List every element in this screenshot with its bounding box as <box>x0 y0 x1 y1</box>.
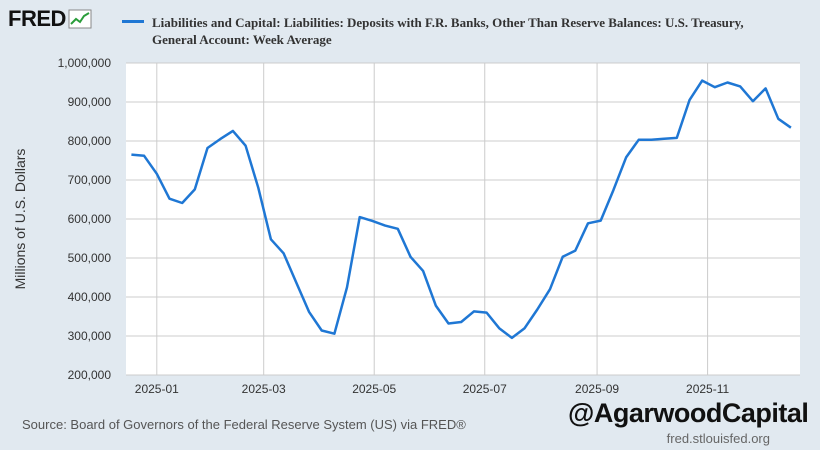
fred-logo-text: FRED <box>8 6 66 31</box>
y-tick-label: 500,000 <box>68 251 112 265</box>
x-tick-label: 2025-11 <box>686 382 729 396</box>
legend-line-1: Liabilities and Capital: Liabilities: De… <box>152 15 744 30</box>
x-axis-ticks: 2025-01 2025-03 2025-05 2025-07 2025-09 2025-… <box>135 382 730 396</box>
y-tick-label: 300,000 <box>68 329 112 343</box>
x-tick-label: 2025-03 <box>242 382 286 396</box>
legend-series-label: Liabilities and Capital: Liabilities: De… <box>152 14 812 48</box>
line-graph-icon <box>68 9 92 29</box>
x-tick-label: 2025-09 <box>575 382 619 396</box>
y-tick-label: 900,000 <box>68 95 112 109</box>
series-line[interactable] <box>131 79 792 340</box>
y-axis-label: Millions of U.S. Dollars <box>12 148 28 290</box>
gridlines <box>126 62 800 376</box>
y-tick-label: 400,000 <box>68 290 112 304</box>
fred-logo[interactable]: FRED <box>8 6 92 32</box>
y-tick-label: 1,000,000 <box>58 56 112 70</box>
chart-header: FRED Liabilities and Capital: Liabilitie… <box>0 0 820 52</box>
watermark: @AgarwoodCapital <box>568 398 809 428</box>
chart-legend: Liabilities and Capital: Liabilities: De… <box>122 14 812 48</box>
fred-url-credit[interactable]: fred.stlouisfed.org <box>666 431 770 446</box>
y-tick-label: 700,000 <box>68 173 112 187</box>
source-note: Source: Board of Governors of the Federa… <box>22 417 466 432</box>
x-tick-label: 2025-01 <box>135 382 179 396</box>
y-tick-label: 600,000 <box>68 212 112 226</box>
y-axis-ticks: 200,000 300,000 400,000 500,000 600,000 700,0… <box>58 56 112 382</box>
y-tick-label: 200,000 <box>68 368 112 382</box>
x-tick-label: 2025-05 <box>352 382 396 396</box>
legend-line-2: General Account: Week Average <box>152 32 332 47</box>
y-tick-label: 800,000 <box>68 134 112 148</box>
legend-series-swatch <box>122 20 144 23</box>
x-tick-label: 2025-07 <box>463 382 507 396</box>
